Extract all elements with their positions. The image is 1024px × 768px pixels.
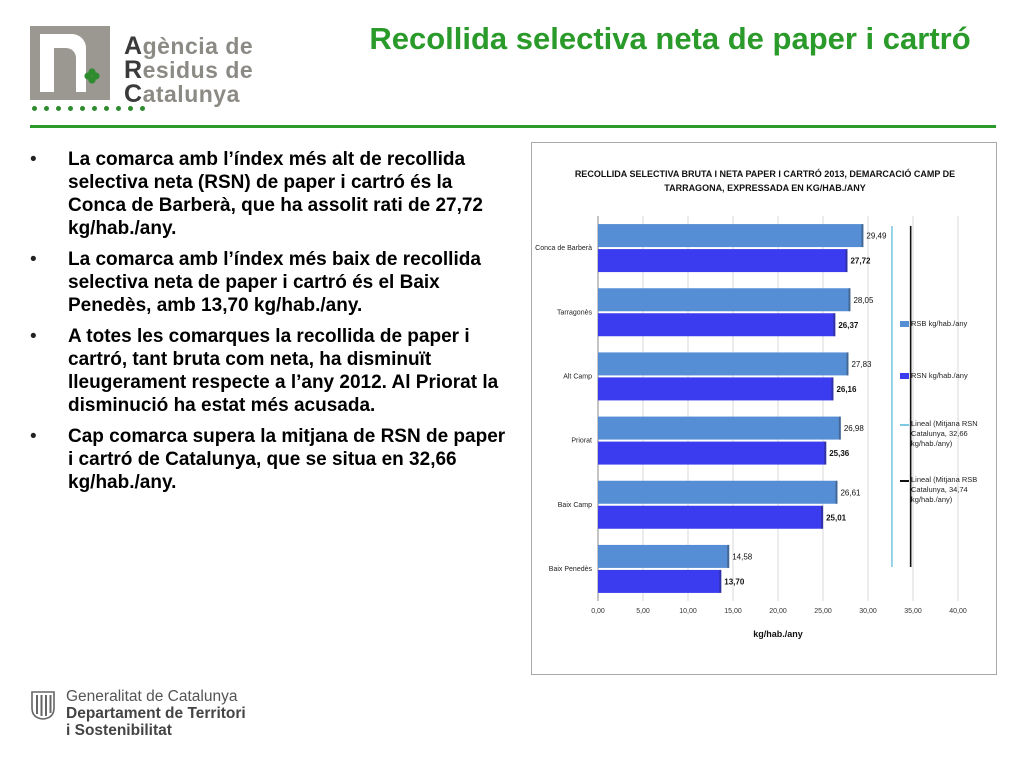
bar-rsn: [598, 313, 836, 337]
footer-line-3: i Sostenibilitat: [66, 722, 172, 739]
category-label: Priorat: [571, 438, 592, 445]
logo-line-1: gència de: [142, 33, 254, 59]
data-label: 27,72: [850, 257, 871, 266]
bar-rsn: [598, 569, 722, 593]
bullet-item: • La comarca amb l’índex més alt de recol…: [30, 148, 510, 240]
legend-line-swatch: [900, 480, 909, 482]
bar-edge: [727, 544, 730, 568]
data-label: 29,49: [866, 232, 887, 241]
bar-edge: [838, 416, 841, 440]
bar-rsb: [598, 480, 838, 504]
bullet-list: • La comarca amb l’índex més alt de recol…: [30, 148, 510, 502]
bullet-text: A totes les comarques la recollida de pa…: [68, 326, 499, 416]
clover-icon: [84, 68, 100, 84]
footer-logo: Generalitat de Catalunya Departament de …: [30, 688, 330, 739]
bar-edge: [846, 352, 849, 376]
data-label: 26,61: [840, 488, 861, 497]
slide-title: Recollida selectiva neta de paper i cart…: [369, 21, 971, 56]
logo-line-2: esidus de: [142, 57, 254, 83]
bullet-icon: •: [30, 149, 37, 170]
bar-edge: [835, 480, 838, 504]
bullet-item: • Cap comarca supera la mitjana de RSN de…: [30, 425, 510, 494]
data-label: 25,01: [826, 513, 847, 522]
data-label: 28,05: [853, 296, 874, 305]
bar-edge: [848, 288, 851, 312]
bar-rsb: [598, 352, 849, 376]
data-label: 25,36: [829, 449, 850, 458]
logo-dots: [32, 106, 145, 111]
legend-line-swatch: [900, 424, 909, 426]
category-label: Baix Penedès: [549, 566, 593, 573]
footer-line-1: Generalitat de Catalunya: [66, 688, 238, 705]
data-label: 13,70: [724, 577, 745, 586]
x-tick-label: 0,00: [591, 608, 605, 615]
generalitat-icon: [31, 691, 55, 720]
x-tick-label: 20,00: [769, 608, 787, 615]
logo-mark: [30, 26, 110, 100]
bullet-icon: •: [30, 426, 37, 447]
legend-label: Lineal (Mitjana RSB Catalunya, 34,74 kg/…: [911, 475, 978, 504]
bullet-icon: •: [30, 249, 37, 270]
bullet-text: La comarca amb l’índex més baix de recol…: [68, 249, 481, 316]
category-label: Tarragonès: [557, 309, 593, 316]
bar-edge: [719, 569, 722, 593]
footer-text: Generalitat de Catalunya Departament de …: [66, 688, 246, 739]
x-tick-label: 30,00: [859, 608, 877, 615]
category-label: Conca de Barberà: [535, 245, 592, 252]
bar-edge: [833, 313, 836, 337]
category-label: Baix Camp: [558, 502, 592, 509]
x-tick-label: 35,00: [904, 608, 922, 615]
legend-label: RSN kg/hab./any: [911, 371, 968, 380]
legend-swatch: [900, 373, 909, 379]
data-label: 26,37: [838, 321, 859, 330]
data-label: 14,58: [732, 552, 753, 561]
bar-rsb: [598, 416, 841, 440]
x-axis-title: kg/hab./any: [753, 629, 803, 639]
chart-title: RECOLLIDA SELECTIVA BRUTA I NETA PAPER I…: [574, 169, 956, 193]
bar-edge: [821, 505, 824, 529]
bar-chart: RECOLLIDA SELECTIVA BRUTA I NETA PAPER I…: [531, 142, 997, 675]
bar-edge: [831, 377, 834, 401]
bar-edge: [861, 224, 864, 248]
x-tick-label: 25,00: [814, 608, 832, 615]
bar-rsb: [598, 288, 851, 312]
bar-edge: [824, 441, 827, 465]
bar-rsn: [598, 377, 834, 401]
x-tick-label: 15,00: [724, 608, 742, 615]
bullet-text: Cap comarca supera la mitjana de RSN de …: [68, 426, 506, 493]
chart-canvas: 0,00 5,00 10,00 15,00 20,00 25,00 30,00 35,00 40…: [535, 216, 967, 639]
title-divider: [30, 125, 996, 128]
bar-rsb: [598, 544, 730, 568]
x-tick-label: 5,00: [636, 608, 650, 615]
logo-line-3: atalunya: [142, 81, 240, 107]
bullet-text: La comarca amb l’índex més alt de recoll…: [68, 149, 483, 239]
bar-rsn: [598, 249, 848, 273]
data-label: 27,83: [851, 360, 872, 369]
bullet-item: • La comarca amb l’índex més baix de reco…: [30, 248, 510, 317]
bar-rsn: [598, 441, 827, 465]
legend-swatch: [900, 321, 909, 327]
bullet-item: • A totes les comarques la recollida de p…: [30, 325, 510, 417]
category-label: Alt Camp: [563, 373, 592, 380]
bullet-icon: •: [30, 326, 37, 347]
bar-rsn: [598, 505, 824, 529]
x-tick-label: 40,00: [949, 608, 967, 615]
logo-text: Agència de Residus de Catalunya: [124, 32, 254, 108]
legend-label: Lineal (Mitjana RSN Catalunya, 32,66 kg/…: [911, 419, 978, 448]
agency-logo: Agència de Residus de Catalunya: [30, 26, 270, 118]
bar-rsb: [598, 224, 864, 248]
data-label: 26,98: [844, 424, 865, 433]
x-tick-label: 10,00: [679, 608, 697, 615]
legend-label: RSB kg/hab./any: [911, 319, 968, 328]
bar-edge: [845, 249, 848, 273]
data-label: 26,16: [836, 385, 857, 394]
footer-line-2: Departament de Territori: [66, 705, 246, 722]
